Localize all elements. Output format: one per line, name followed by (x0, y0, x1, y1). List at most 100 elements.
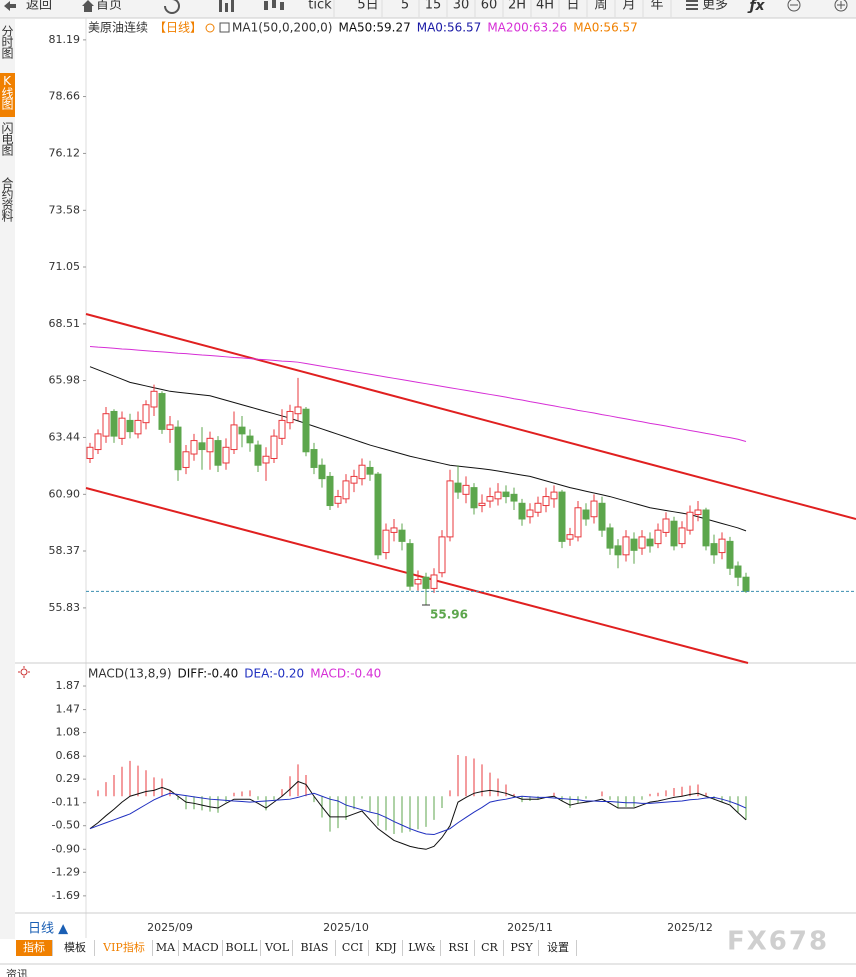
indicator-tab[interactable]: 设置 (540, 940, 577, 956)
back-icon (4, 1, 16, 11)
period-button[interactable]: 2H (508, 0, 526, 13)
y-tick-label: 63.44 (49, 430, 81, 443)
bars-icon (231, 0, 234, 12)
refresh-icon[interactable] (164, 0, 180, 14)
period-button[interactable]: 15 (425, 0, 442, 13)
candle-body (734, 565, 742, 578)
indicator-tab[interactable]: KDJ (370, 940, 403, 956)
indicator-tab[interactable]: RSI (443, 940, 475, 956)
macd-line (89, 780, 747, 850)
candle-icon[interactable] (264, 1, 268, 10)
candle-body (630, 538, 638, 551)
indicator-tab[interactable]: VOL (262, 940, 293, 956)
period-button[interactable]: 4H (536, 0, 554, 13)
add-icon[interactable] (205, 23, 215, 33)
fx-icon[interactable]: ƒx (746, 0, 765, 14)
back-button[interactable]: 返回 (26, 0, 52, 13)
sidebar-item[interactable]: 合约资料 (0, 177, 14, 221)
period-button[interactable]: 5日 (357, 0, 378, 13)
candle-body (254, 444, 262, 466)
candle-body (542, 496, 550, 507)
y-tick-label: -1.29 (52, 865, 80, 878)
sidebar-item[interactable]: 闪电图 (0, 122, 14, 155)
candle-body (414, 578, 422, 585)
toolbar-bg (0, 0, 856, 18)
indicator-tab[interactable]: CCI (337, 940, 369, 956)
home-button[interactable]: 首页 (96, 0, 122, 13)
candle-body (118, 417, 126, 439)
candle-body (678, 527, 686, 545)
legend-entry: MA0:56.57 (573, 21, 638, 35)
trend-line (85, 487, 749, 664)
candle-body (158, 393, 166, 430)
candle-body (574, 507, 582, 538)
indicator-tab[interactable]: MA (153, 940, 179, 956)
candle-body (334, 496, 342, 504)
candle-body (686, 511, 694, 531)
candle-body (134, 419, 142, 435)
candle-body (566, 534, 574, 540)
candle-body (286, 410, 294, 424)
candle-body (278, 419, 286, 439)
period-button[interactable]: 年 (650, 0, 663, 13)
sidebar-item[interactable]: K线图 (0, 74, 14, 109)
y-tick-label: 65.98 (49, 374, 81, 387)
y-tick-label: -0.11 (52, 796, 80, 809)
candle-body (486, 496, 494, 502)
y-tick-label: 76.12 (49, 146, 81, 159)
indicator-icon[interactable] (219, 22, 230, 33)
candle-body (438, 536, 446, 574)
candle-body (310, 449, 318, 468)
period-button[interactable]: 日 (566, 0, 579, 13)
bars-icon (225, 3, 228, 12)
indicator-tab[interactable]: CR (476, 940, 504, 956)
candle-body (358, 464, 366, 480)
candle-body (174, 426, 182, 471)
indicator-tab[interactable]: LW& (404, 940, 441, 956)
y-tick-label: 78.66 (49, 90, 81, 103)
macd-line (89, 792, 747, 836)
candle-body (102, 413, 110, 437)
period-button[interactable]: tick (308, 0, 332, 13)
indicator-tab[interactable]: MACD (179, 940, 223, 956)
x-tick-label: 2025/11 (507, 921, 553, 934)
candle-body (550, 491, 558, 500)
indicator-tab[interactable]: VIP指标 (96, 940, 153, 956)
period-button[interactable]: 周 (594, 0, 607, 13)
indicator-tab[interactable]: BIAS (294, 940, 336, 956)
indicator-tab[interactable]: 模板 (56, 940, 95, 956)
indicator-tab[interactable]: BOLL (223, 940, 261, 956)
y-tick-label: 55.83 (49, 601, 81, 614)
zoom-in-icon[interactable] (834, 0, 848, 12)
more-button[interactable]: 更多 (702, 0, 728, 13)
y-tick-label: 73.58 (49, 203, 81, 216)
candle-body (294, 406, 302, 415)
period-button[interactable]: 月 (622, 0, 635, 13)
news-tab[interactable]: 资讯 (6, 968, 28, 977)
candle-body (446, 480, 454, 538)
period-button[interactable]: 日线 ▲ (28, 922, 68, 937)
period-button[interactable]: 30 (453, 0, 470, 13)
candle-body (638, 536, 646, 549)
y-tick-label: 81.19 (49, 33, 81, 46)
candle-body (166, 424, 174, 430)
period-button[interactable]: 5 (401, 0, 409, 13)
settings-icon[interactable] (20, 668, 28, 676)
legend-entry: MA200:63.26 (487, 21, 567, 35)
candle-body (126, 419, 134, 433)
candle-body (718, 538, 726, 554)
period-button[interactable]: 60 (481, 0, 498, 13)
candle-body (430, 574, 438, 589)
settings-icon (18, 666, 30, 678)
y-tick-label: -1.69 (52, 889, 80, 902)
indicator-tab[interactable]: PSY (505, 940, 539, 956)
bars-icon[interactable] (219, 0, 222, 12)
menu-icon[interactable] (686, 0, 698, 10)
y-tick-label: 1.08 (56, 726, 81, 739)
sidebar-item[interactable]: 分时图 (0, 25, 14, 58)
zoom-out-icon[interactable] (787, 0, 801, 12)
candle-body (318, 464, 326, 480)
indicator-tab[interactable]: 指标 (16, 940, 53, 956)
sidebar-active (0, 73, 15, 117)
